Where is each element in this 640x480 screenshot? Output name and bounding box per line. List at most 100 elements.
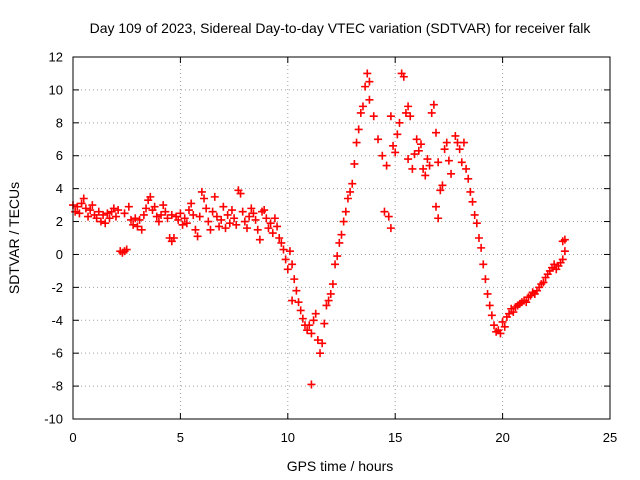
data-point <box>157 210 166 219</box>
data-point <box>419 164 428 173</box>
data-point <box>249 209 258 218</box>
data-point <box>266 219 275 228</box>
data-point <box>307 329 316 338</box>
data-point <box>429 100 438 109</box>
data-point <box>432 128 441 137</box>
data-point <box>477 243 486 252</box>
data-point <box>438 181 447 190</box>
data-point <box>111 212 120 221</box>
data-point <box>146 192 155 201</box>
data-point <box>474 234 483 242</box>
data-point <box>316 349 325 358</box>
data-point <box>187 199 196 208</box>
x-tick-label: 10 <box>281 430 295 445</box>
data-point <box>356 108 365 117</box>
data-point <box>320 319 329 328</box>
data-point <box>292 286 301 295</box>
y-tick-label: -4 <box>51 313 63 328</box>
data-point <box>560 235 569 244</box>
data-point <box>464 174 473 183</box>
data-point <box>223 210 232 219</box>
data-point <box>412 135 421 144</box>
y-tick-label: -6 <box>51 346 63 361</box>
data-point <box>217 215 226 224</box>
data-point <box>81 204 90 213</box>
data-point <box>219 202 228 211</box>
data-point <box>374 135 383 144</box>
data-point <box>485 301 494 310</box>
data-point <box>339 217 348 226</box>
data-point <box>393 130 402 139</box>
data-point <box>236 189 245 198</box>
data-point <box>335 238 344 247</box>
data-point <box>277 238 286 247</box>
data-point <box>288 260 297 269</box>
data-point <box>296 306 305 315</box>
data-point <box>318 339 327 348</box>
data-point <box>391 148 400 157</box>
data-point <box>361 82 370 91</box>
data-point <box>131 214 140 223</box>
data-point <box>152 212 161 221</box>
data-point <box>191 225 200 234</box>
data-point <box>354 125 363 134</box>
data-point <box>129 220 138 229</box>
data-point <box>404 102 413 111</box>
data-point <box>279 245 288 254</box>
data-points <box>69 69 569 389</box>
data-point <box>288 296 297 305</box>
data-point <box>159 201 168 210</box>
data-point <box>273 222 282 231</box>
data-point <box>470 210 479 219</box>
data-point <box>490 321 499 330</box>
data-point <box>560 247 569 256</box>
y-tick-label: 8 <box>56 115 63 130</box>
data-point <box>380 207 389 216</box>
data-point <box>268 229 277 238</box>
data-point <box>225 219 234 228</box>
data-point <box>479 260 488 269</box>
data-point <box>313 336 322 345</box>
data-point <box>202 204 211 213</box>
data-point <box>260 206 269 215</box>
data-point <box>509 308 518 317</box>
data-point <box>346 187 355 196</box>
data-point <box>350 159 359 168</box>
data-point <box>176 209 185 218</box>
data-point <box>79 194 88 203</box>
data-point <box>240 217 249 226</box>
y-tick-label: -8 <box>51 379 63 394</box>
data-point <box>135 215 144 224</box>
data-point <box>522 298 531 307</box>
data-point <box>150 202 159 211</box>
data-point <box>264 224 273 233</box>
data-point <box>174 215 183 224</box>
data-point <box>212 212 221 221</box>
data-point <box>197 187 206 196</box>
data-point <box>215 222 224 231</box>
data-point <box>99 210 108 219</box>
data-point <box>343 194 352 203</box>
data-point <box>167 210 176 219</box>
data-point <box>401 108 410 117</box>
data-point <box>169 234 178 242</box>
data-point <box>290 275 299 284</box>
data-point <box>331 260 340 269</box>
data-point <box>333 252 342 261</box>
data-point <box>442 138 451 147</box>
data-point <box>139 210 148 219</box>
data-point <box>457 158 466 167</box>
data-point <box>161 207 170 216</box>
data-point <box>270 214 279 223</box>
data-point <box>255 235 264 244</box>
data-point <box>378 151 387 160</box>
data-point <box>94 207 103 216</box>
data-point <box>427 108 436 117</box>
data-point <box>399 72 408 81</box>
axis-ticks: 0 5 10 15 20 25 -10 -8 -6 -4 -2 0 2 4 6 8 10 12 <box>44 50 617 446</box>
data-point <box>539 278 548 287</box>
data-point <box>483 289 492 298</box>
data-point <box>253 225 262 234</box>
x-axis-label: GPS time / hours <box>287 458 394 474</box>
